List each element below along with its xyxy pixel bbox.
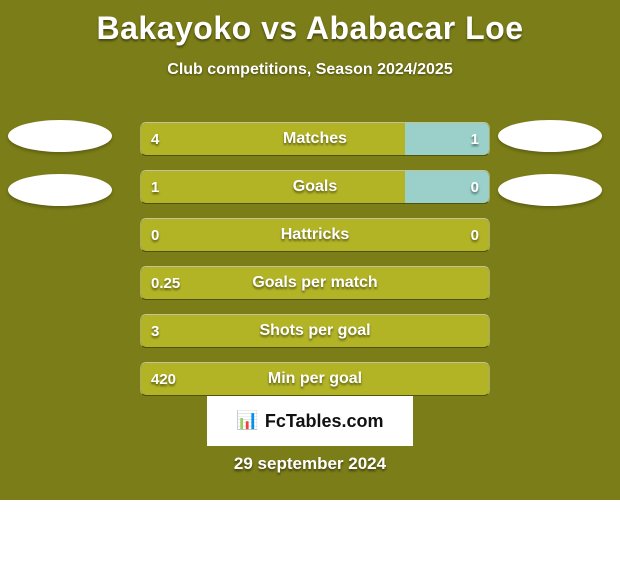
date-label: 29 september 2024 (0, 454, 620, 474)
stat-value-right: 0 (471, 219, 479, 251)
stat-row: Goals10 (140, 170, 490, 204)
right-flag-icon (498, 120, 602, 152)
stat-row: Hattricks00 (140, 218, 490, 252)
stat-value-left: 420 (151, 363, 176, 395)
right-flag-icon (498, 174, 602, 206)
stat-fill-left (141, 171, 405, 203)
stat-value-left: 0 (151, 219, 159, 251)
stat-value-right: 0 (471, 171, 479, 203)
stat-value-left: 1 (151, 171, 159, 203)
stat-value-left: 4 (151, 123, 159, 155)
stat-row: Goals per match0.25 (140, 266, 490, 300)
comparison-card: Bakayoko vs Ababacar Loe Club competitio… (0, 0, 620, 500)
stat-fill-left (141, 267, 489, 299)
stat-row: Min per goal420 (140, 362, 490, 396)
stat-value-left: 0.25 (151, 267, 180, 299)
stat-row: Shots per goal3 (140, 314, 490, 348)
stat-fill-left (141, 363, 489, 395)
stat-fill-left (141, 219, 489, 251)
left-flag-icon (8, 120, 112, 152)
page-subtitle: Club competitions, Season 2024/2025 (0, 61, 620, 79)
stat-fill-left (141, 123, 405, 155)
page-title: Bakayoko vs Ababacar Loe (0, 0, 620, 47)
stat-rows: Matches41Goals10Hattricks00Goals per mat… (140, 122, 490, 410)
badge-text: FcTables.com (265, 411, 384, 432)
stat-value-right: 1 (471, 123, 479, 155)
stat-value-left: 3 (151, 315, 159, 347)
stat-row: Matches41 (140, 122, 490, 156)
chart-icon: 📊 (236, 410, 258, 431)
stat-fill-left (141, 315, 489, 347)
source-badge: 📊 FcTables.com (207, 396, 413, 446)
left-flag-icon (8, 174, 112, 206)
